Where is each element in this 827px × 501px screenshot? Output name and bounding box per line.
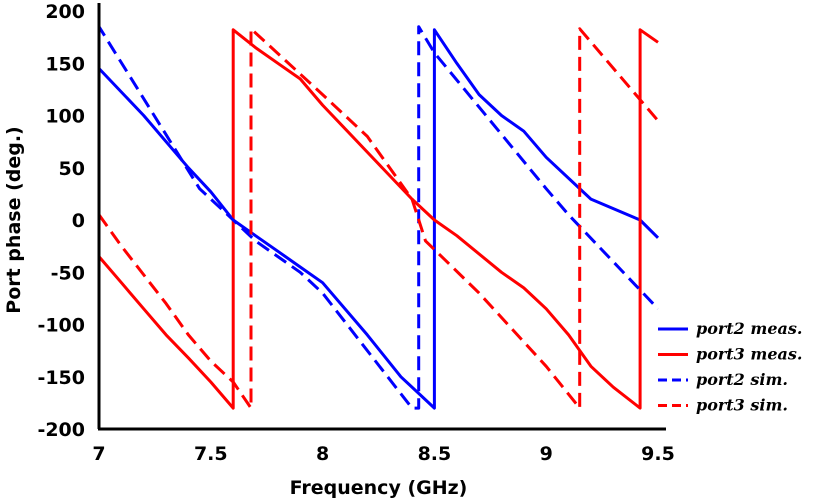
x-axis-title: Frequency (GHz) bbox=[290, 477, 468, 499]
tick-labels: 7 7.5 8 8.5 9 9.5 200 150 100 50 0 -50 -100 -150 -200 bbox=[37, 1, 674, 465]
axes bbox=[97, 3, 666, 431]
x-tick-label: 8 bbox=[316, 443, 329, 465]
y-tick-label: 100 bbox=[45, 106, 85, 128]
y-tick-label: 50 bbox=[59, 158, 85, 180]
y-tick-label: 200 bbox=[45, 1, 85, 23]
x-tick-label: 7.5 bbox=[194, 443, 228, 465]
series-layer bbox=[97, 25, 660, 410]
series-line-1 bbox=[97, 28, 660, 410]
legend-label-3: port2 sim. bbox=[696, 370, 788, 389]
legend-label-4: port3 sim. bbox=[696, 396, 788, 415]
x-tick-label: 9.5 bbox=[641, 443, 675, 465]
series-line-2 bbox=[97, 28, 659, 410]
legend-label-2: port3 meas. bbox=[696, 345, 802, 364]
x-tick-label: 8.5 bbox=[418, 443, 452, 465]
y-tick-label: -150 bbox=[37, 367, 85, 389]
x-tick-label: 7 bbox=[92, 443, 105, 465]
y-tick-label: -200 bbox=[37, 419, 85, 441]
y-tick-label: -100 bbox=[37, 315, 85, 337]
y-axis-title: Port phase (deg.) bbox=[3, 126, 25, 313]
series-line-3 bbox=[97, 25, 660, 410]
legend-label-1: port2 meas. bbox=[696, 319, 802, 338]
series-line-4 bbox=[97, 27, 660, 410]
y-tick-label: 0 bbox=[72, 210, 85, 232]
y-tick-label: 150 bbox=[45, 53, 85, 75]
y-tick-label: -50 bbox=[51, 262, 85, 284]
legend: port2 meas. port3 meas. port2 sim. port3 si… bbox=[658, 319, 802, 415]
x-tick-label: 9 bbox=[540, 443, 553, 465]
